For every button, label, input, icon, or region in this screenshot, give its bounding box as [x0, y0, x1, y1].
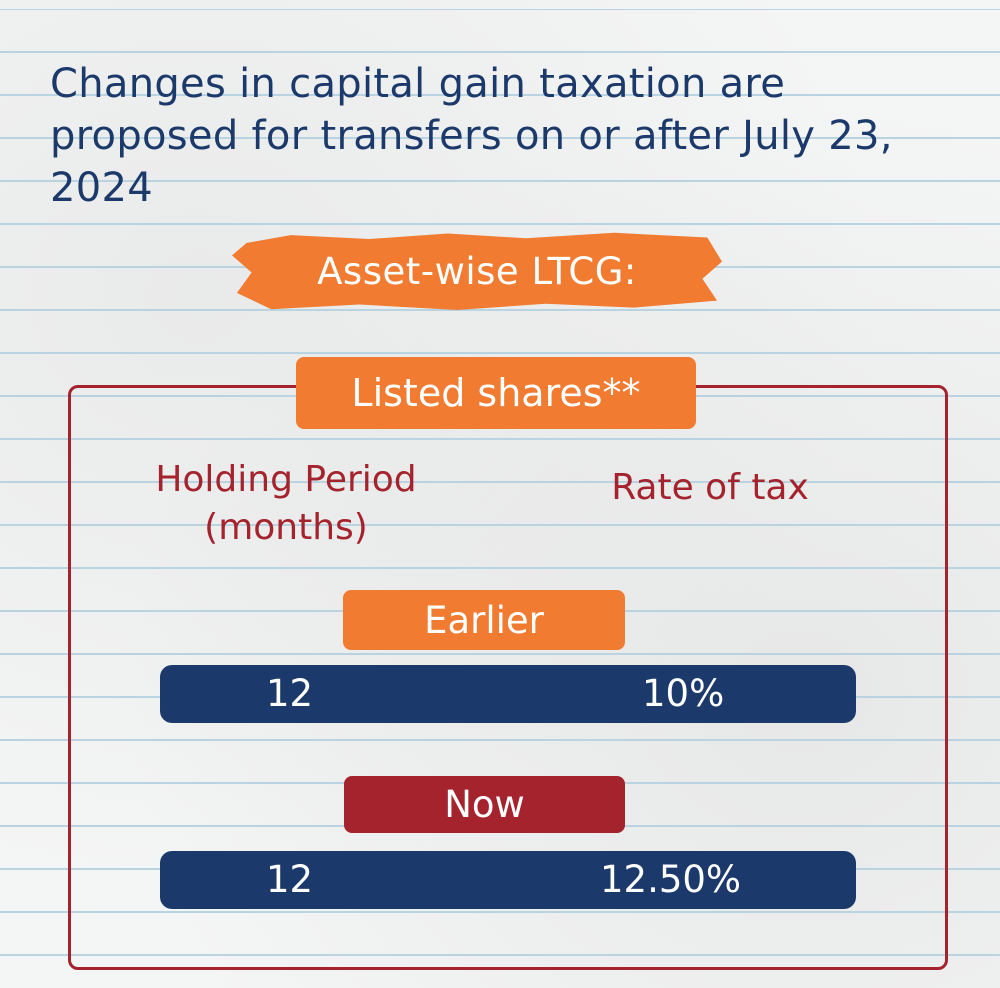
earlier-holding-value: 12	[266, 672, 314, 715]
now-tag: Now	[344, 776, 625, 833]
now-rate-value: 12.50%	[600, 858, 742, 901]
earlier-tag: Earlier	[343, 590, 625, 650]
earlier-rate-value: 10%	[642, 672, 725, 715]
holding-period-header: Holding Period (months)	[155, 459, 417, 548]
headline: Changes in capital gain taxation are pro…	[50, 61, 893, 211]
now-holding-value: 12	[266, 858, 314, 901]
rate-of-tax-header: Rate of tax	[611, 467, 809, 508]
section-title-brush: Asset-wise LTCG:	[232, 232, 722, 310]
earlier-label: Earlier	[424, 598, 544, 642]
now-label: Now	[444, 783, 525, 826]
asset-label: Listed shares**	[351, 371, 641, 415]
section-title: Asset-wise LTCG:	[317, 249, 637, 293]
asset-label-tag: Listed shares**	[296, 357, 696, 429]
now-row: 12 12.50%	[160, 851, 856, 909]
earlier-row: 12 10%	[160, 665, 856, 723]
